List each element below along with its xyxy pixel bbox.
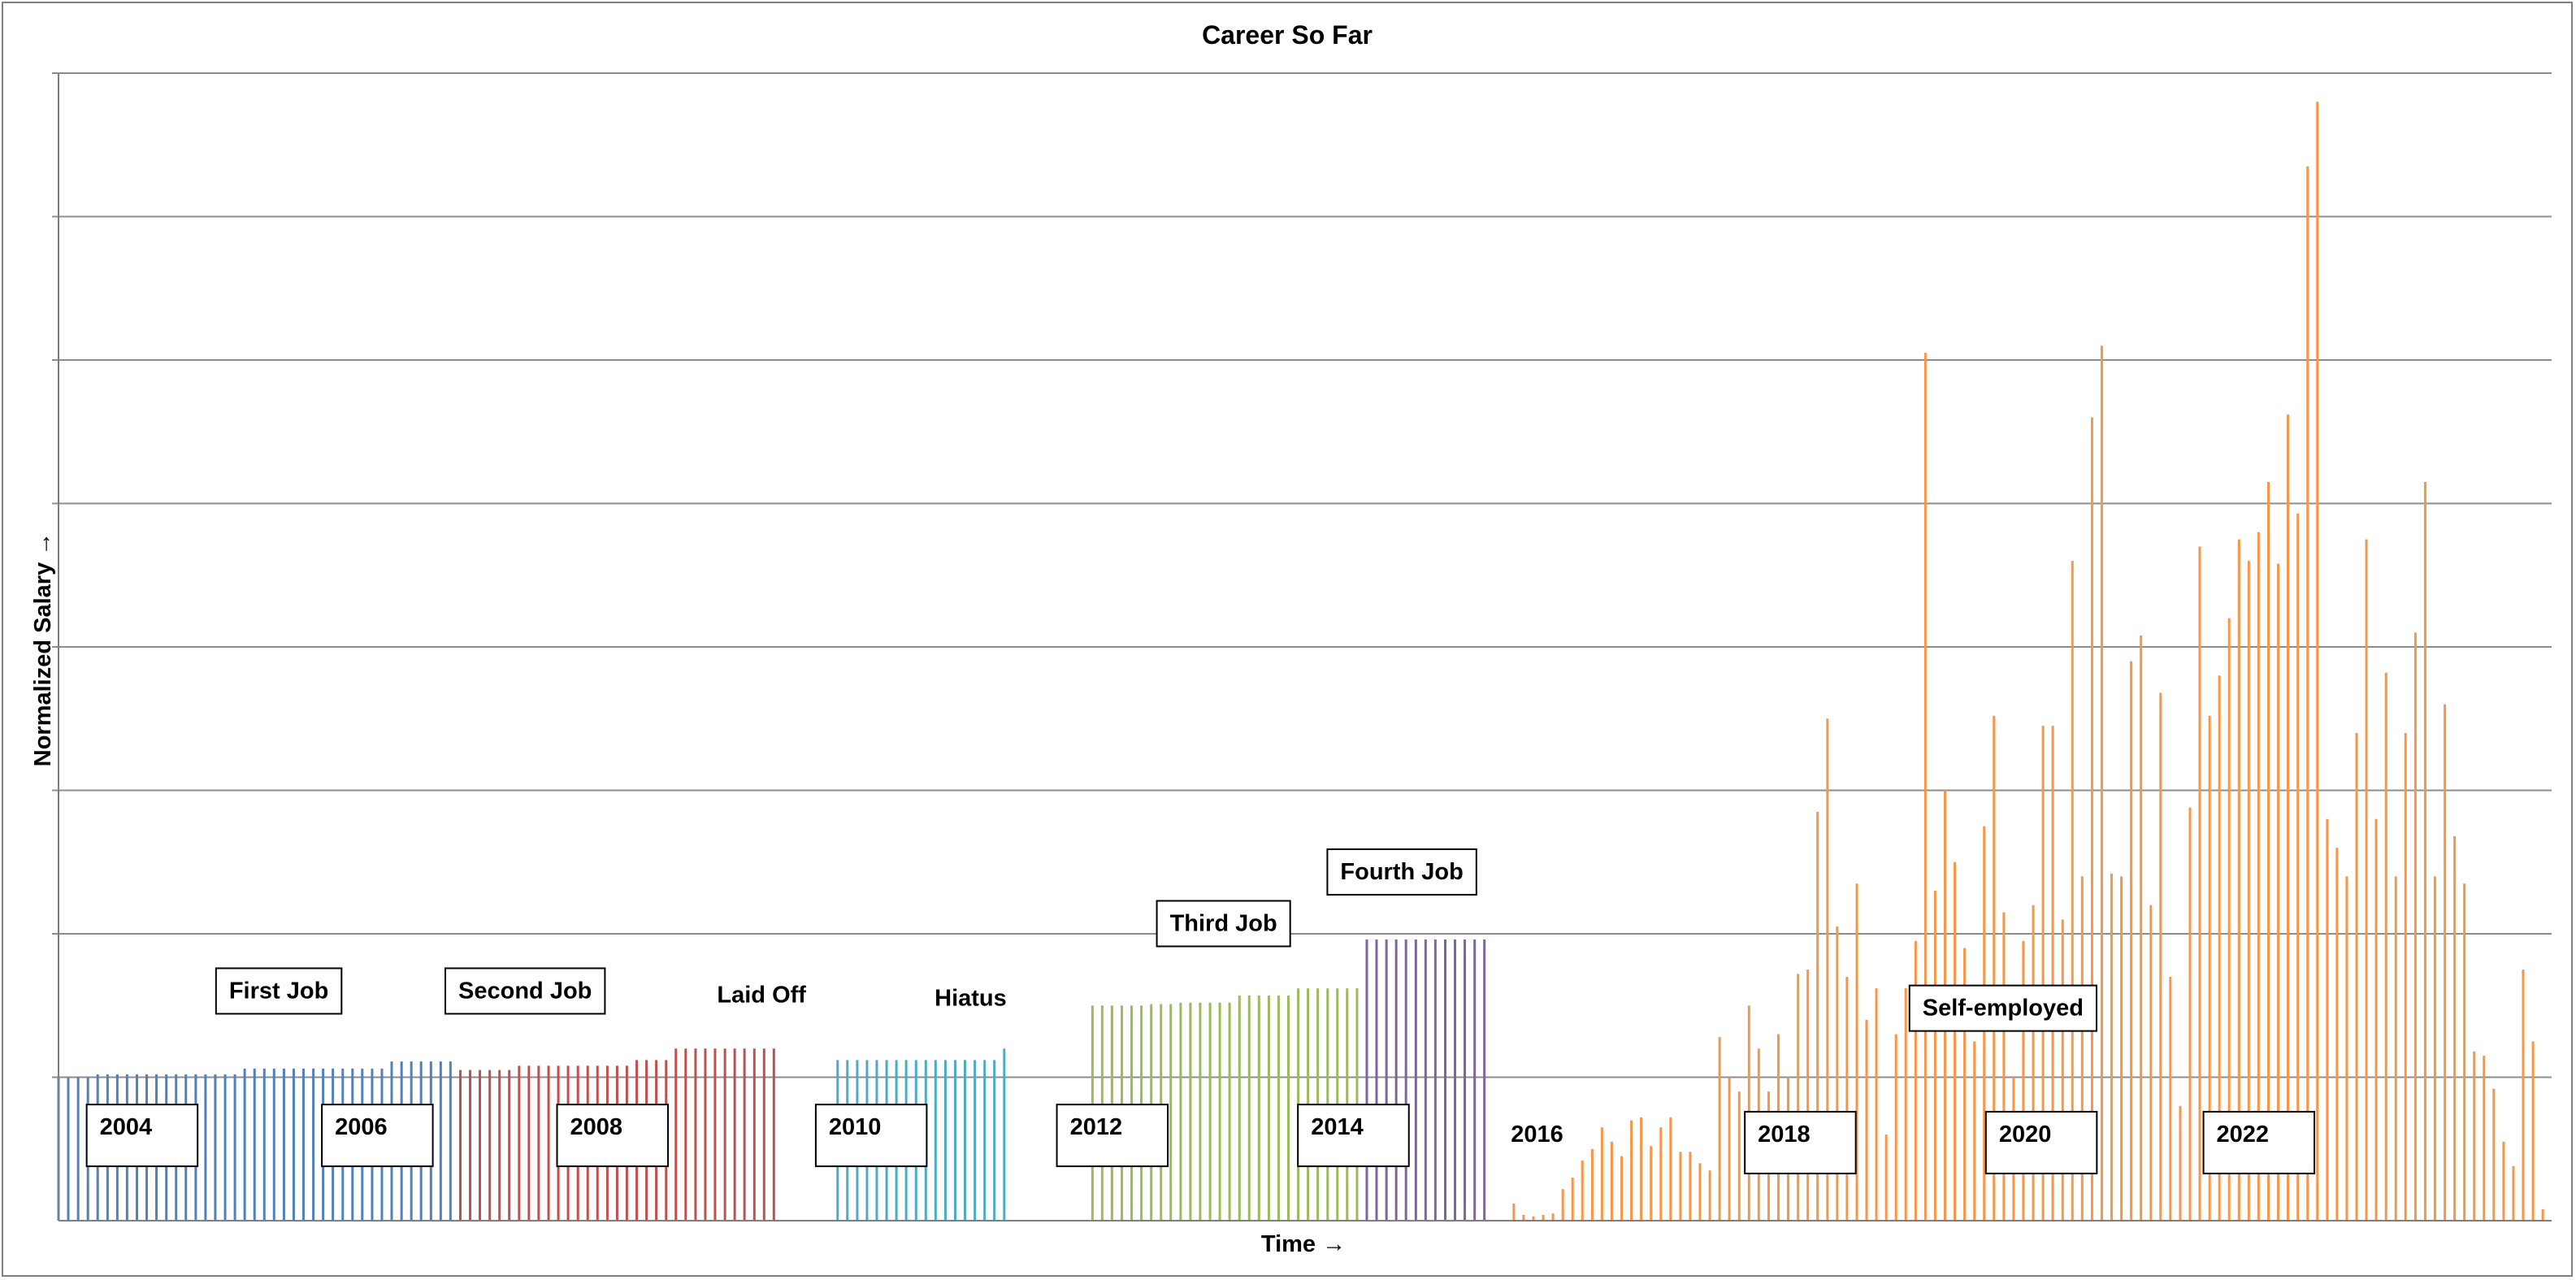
year-label-text: 2006 [335, 1114, 388, 1140]
year-label-box [814, 1104, 928, 1168]
year-label: 2004 [85, 1104, 199, 1168]
annotation-label-text: Self-employed [1923, 996, 2084, 1022]
annotation-label: First Job [215, 967, 343, 1015]
year-label-box [1744, 1110, 1857, 1174]
annotation-label: Self-employed [1908, 984, 2097, 1032]
annotation-label: Third Job [1156, 900, 1291, 948]
labels: 2004 2006 2008 2010 2012 2014 2016 2018 2020 2022… [85, 848, 2316, 1174]
annotation-label-box [445, 967, 606, 1015]
chart-svg: 2004 2006 2008 2010 2012 2014 2016 2018 2020 2022… [30, 20, 2552, 1257]
year-label-box [2202, 1110, 2316, 1174]
year-label-box [321, 1104, 434, 1168]
annotation-label-text: Hiatus [935, 985, 1007, 1011]
annotation-label: Hiatus [935, 985, 1007, 1011]
year-label-text: 2004 [100, 1114, 153, 1140]
annotation-label: Laid Off [717, 983, 806, 1009]
year-label: 2016 [1511, 1122, 1563, 1148]
year-label: 2012 [1056, 1104, 1169, 1168]
annotation-label-text: Second Job [458, 978, 592, 1004]
annotation-label-text: First Job [229, 978, 328, 1004]
year-label-text: 2014 [1311, 1114, 1364, 1140]
chart-title: Career So Far [1202, 20, 1373, 50]
year-label: 2018 [1744, 1110, 1857, 1174]
annotation-label-box [215, 967, 343, 1015]
year-label-text: 2016 [1511, 1122, 1563, 1148]
year-label-text: 2012 [1070, 1114, 1123, 1140]
year-label-box [1056, 1104, 1169, 1168]
x-axis-label: Time → [1261, 1231, 1346, 1257]
y-axis-label: Normalized Salary → [30, 532, 56, 767]
year-label: 2022 [2202, 1110, 2316, 1174]
year-label-box [85, 1104, 199, 1168]
annotation-label-text: Fourth Job [1340, 859, 1463, 885]
year-label-box [1297, 1104, 1410, 1168]
year-label: 2020 [1984, 1110, 2098, 1174]
gridlines [52, 72, 2552, 1078]
year-label: 2008 [556, 1104, 670, 1168]
annotation-label-box [1156, 900, 1291, 948]
year-label: 2010 [814, 1104, 928, 1168]
year-label-text: 2018 [1758, 1122, 1811, 1148]
year-label: 2006 [321, 1104, 434, 1168]
annotation-label: Fourth Job [1326, 848, 1477, 896]
year-label-text: 2008 [570, 1114, 623, 1140]
year-label-text: 2022 [2217, 1122, 2270, 1148]
year-label-box [556, 1104, 670, 1168]
salary-bars [57, 102, 2544, 1221]
annotation-label-box [1326, 848, 1477, 896]
annotation-label-text: Third Job [1170, 910, 1277, 936]
axes [58, 73, 2552, 1221]
annotation-label-box [1908, 984, 2097, 1032]
year-label-text: 2010 [829, 1114, 882, 1140]
annotation-label-text: Laid Off [717, 983, 806, 1009]
year-label-box [1984, 1110, 2098, 1174]
year-label: 2014 [1297, 1104, 1410, 1168]
year-label-text: 2020 [1999, 1122, 2052, 1148]
annotation-label: Second Job [445, 967, 606, 1015]
